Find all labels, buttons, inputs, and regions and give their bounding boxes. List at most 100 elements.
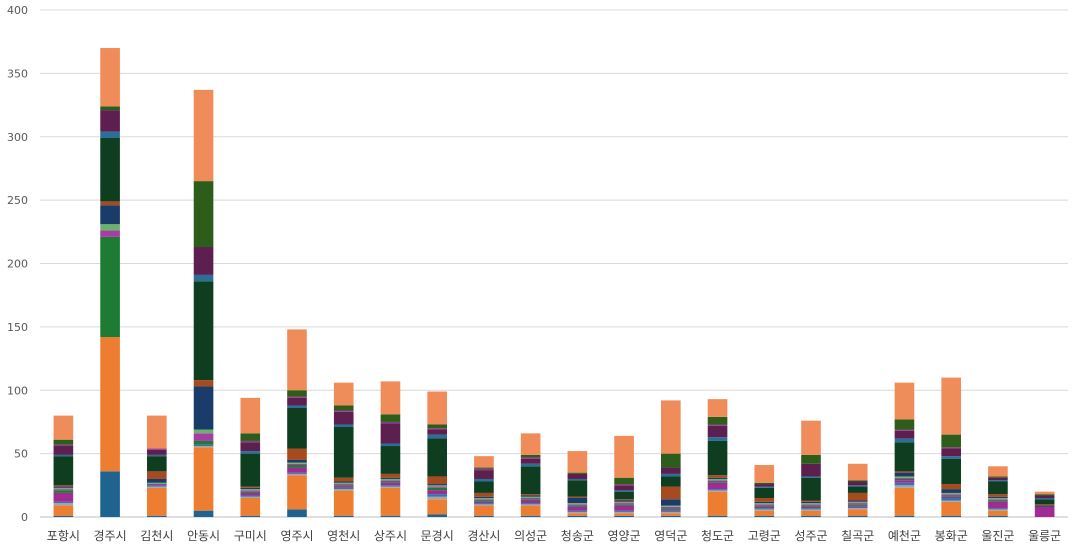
- bar-segment: [474, 505, 494, 516]
- bar-stack: [147, 415, 167, 517]
- bar-segment: [941, 501, 961, 516]
- bar-stack: [707, 399, 728, 517]
- x-category-label: 안동시: [187, 529, 220, 543]
- x-category-label: 포항시: [47, 529, 80, 543]
- bar-segment: [147, 484, 167, 486]
- bar-segment: [147, 482, 167, 485]
- bar-segment: [520, 504, 541, 506]
- bar-segment: [380, 473, 401, 478]
- x-category-label: 의성군: [514, 529, 547, 543]
- bar-segment: [941, 447, 961, 449]
- bar-segment: [147, 487, 167, 516]
- bar-segment: [801, 420, 821, 455]
- bar-segment: [193, 386, 214, 430]
- y-tick-label: 0: [21, 511, 28, 524]
- bar-segment: [941, 434, 961, 448]
- bar-segment: [240, 433, 261, 441]
- bar-segment: [847, 501, 868, 504]
- bar-segment: [567, 513, 588, 516]
- bar-segment: [614, 503, 634, 505]
- bar-segment: [240, 497, 261, 516]
- bar-segment: [661, 473, 681, 477]
- bar-segment: [567, 472, 588, 474]
- bar-segment: [427, 428, 447, 430]
- bar-segment: [847, 481, 868, 486]
- bar-segment: [240, 490, 261, 492]
- bar-segment: [847, 486, 868, 493]
- bar-segment: [287, 463, 307, 466]
- x-category-label: 칠곡군: [841, 529, 874, 543]
- bar-segment: [707, 481, 728, 483]
- bar-segment: [614, 510, 634, 512]
- bar-segment: [661, 400, 681, 454]
- bar-segment: [941, 458, 961, 485]
- bar-segment: [474, 501, 494, 504]
- y-tick-label: 200: [7, 258, 28, 271]
- bar-segment: [287, 509, 307, 517]
- bar-segment: [894, 472, 915, 477]
- x-category-label: 영덕군: [654, 529, 687, 543]
- bar-segment: [380, 482, 401, 486]
- x-category-label: 청도군: [701, 529, 734, 543]
- bar-segment: [567, 473, 588, 479]
- x-category-label: 영주시: [280, 529, 313, 543]
- bar-segment: [53, 456, 74, 486]
- bar-segment: [567, 496, 588, 498]
- bar-segment: [240, 489, 261, 491]
- bar-segment: [801, 515, 821, 517]
- bar-segment: [520, 503, 541, 505]
- bar-stack: [567, 451, 588, 517]
- bar-segment: [567, 504, 588, 506]
- bar-segment: [193, 510, 214, 517]
- bar-segment: [333, 485, 354, 487]
- bar-segment: [988, 481, 1008, 495]
- bar-segment: [941, 515, 961, 517]
- bar-segment: [193, 433, 214, 441]
- bar-segment: [380, 481, 401, 483]
- bar-segment: [193, 247, 214, 275]
- bar-segment: [941, 497, 961, 501]
- bar-segment: [661, 513, 681, 516]
- bar-segment: [801, 454, 821, 464]
- bar-segment: [941, 377, 961, 435]
- x-category-label: 구미시: [234, 529, 267, 543]
- bar-stack: [333, 382, 354, 517]
- bar-segment: [988, 509, 1008, 511]
- bar-segment: [894, 430, 915, 439]
- bar-segment: [100, 131, 120, 139]
- bar-segment: [100, 224, 120, 231]
- bar-segment: [614, 484, 634, 486]
- bar-stack: [240, 397, 261, 517]
- bar-segment: [147, 454, 167, 457]
- bar-segment: [240, 397, 261, 434]
- bar-segment: [1034, 504, 1055, 506]
- bar-segment: [193, 281, 214, 381]
- bar-stack: [614, 435, 634, 517]
- bar-segment: [707, 478, 728, 481]
- bar-segment: [801, 477, 821, 501]
- bar-segment: [287, 390, 307, 397]
- bar-segment: [847, 504, 868, 506]
- bar-segment: [614, 490, 634, 492]
- bar-segment: [333, 482, 354, 485]
- bar-segment: [707, 477, 728, 479]
- bar-segment: [53, 444, 74, 447]
- bar-segment: [427, 486, 447, 488]
- bar-segment: [53, 489, 74, 491]
- bar-segment: [941, 484, 961, 490]
- bar-segment: [53, 454, 74, 457]
- bar-segment: [941, 494, 961, 496]
- x-category-label: 경주시: [94, 529, 127, 543]
- bar-segment: [567, 451, 588, 473]
- bar-segment: [427, 424, 447, 429]
- bar-segment: [1034, 505, 1055, 507]
- bar-segment: [380, 381, 401, 415]
- bar-segment: [614, 485, 634, 491]
- bar-segment: [333, 477, 354, 482]
- bar-stack: [941, 377, 961, 517]
- bar-segment: [474, 478, 494, 482]
- bar-segment: [474, 496, 494, 498]
- bar-segment: [988, 510, 1008, 516]
- bar-segment: [287, 475, 307, 510]
- bar-segment: [661, 509, 681, 511]
